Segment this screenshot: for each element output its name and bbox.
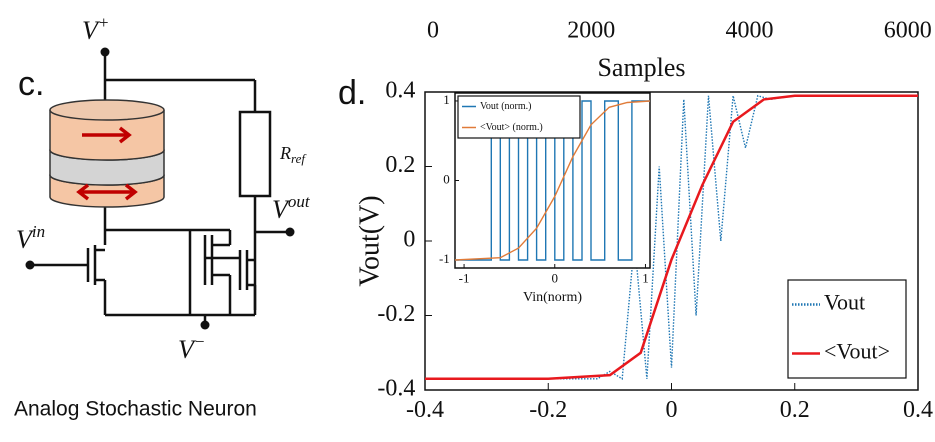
x-tick-label: 0.4	[903, 397, 933, 423]
y-tick-label: 0.2	[385, 152, 415, 178]
x2-axis-label: Samples	[597, 53, 685, 82]
x-tick-label: -0.4	[406, 397, 444, 423]
x-tick-label: 1	[642, 271, 649, 286]
circuit	[25, 47, 295, 330]
series-line	[425, 94, 918, 381]
panel-label: d.	[338, 74, 366, 112]
x-tick-label: 0.2	[780, 397, 810, 423]
vminus-label: V−	[178, 332, 205, 364]
legend-label: Vout	[824, 290, 865, 315]
y-tick-label: -0.4	[377, 376, 415, 402]
y-tick-label: -0.2	[377, 301, 415, 327]
x2-tick-label: 2000	[567, 18, 615, 44]
x2-tick-label: 4000	[726, 18, 774, 44]
y-tick-label: 0.4	[385, 78, 415, 104]
series-line	[454, 100, 651, 261]
legend-box	[457, 95, 581, 139]
rref-label: Rref	[279, 143, 307, 166]
y-tick-label: -1	[439, 251, 450, 266]
series-line	[425, 94, 918, 380]
legend-label: <Vout> (norm.)	[480, 122, 543, 133]
y-axis-label: Vout(V)	[354, 195, 385, 286]
x-tick-label: -1	[459, 271, 470, 286]
x-tick-label: -0.2	[529, 397, 567, 423]
legend-box	[787, 279, 907, 379]
charts: -0.4 -0.2 0 0.2 0.4 -0.4 -0.2 0 0.2 0.4 0 2000 4000 6…	[354, 18, 933, 424]
x2-tick-label: 6000	[884, 18, 932, 44]
caption: Analog Stochastic Neuron	[14, 398, 257, 421]
legend-label: <Vout>	[824, 339, 890, 364]
x2-tick-label: 0	[427, 18, 439, 44]
x-tick-label: 0	[552, 271, 559, 286]
x-tick-label: 0	[666, 397, 678, 423]
y-tick-label: 0	[403, 227, 415, 253]
vin-label: Vin	[16, 222, 45, 254]
mtj-stack	[49, 99, 165, 208]
vout-label: Vout	[272, 192, 311, 224]
y-tick-label: 0	[443, 171, 450, 186]
panel-label: c.	[18, 65, 44, 103]
vplus-label: V+	[82, 13, 109, 45]
series-line	[455, 100, 650, 261]
y-tick-label: 1	[443, 92, 450, 107]
x-axis-label: Vin(norm)	[523, 290, 582, 305]
legend-label: Vout (norm.)	[480, 101, 531, 112]
